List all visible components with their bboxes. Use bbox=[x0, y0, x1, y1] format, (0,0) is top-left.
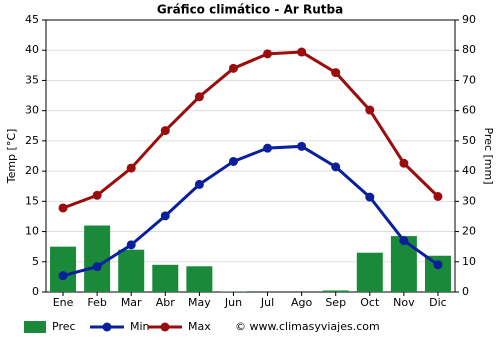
y2-axis-label: Prec [mm] bbox=[482, 127, 495, 184]
x-tick-label: Ago bbox=[291, 296, 313, 309]
legend-marker bbox=[160, 322, 170, 332]
line-marker bbox=[228, 63, 238, 73]
line-marker bbox=[92, 262, 102, 272]
line-marker bbox=[126, 240, 136, 250]
y2-tick-label: 50 bbox=[462, 134, 476, 147]
bar bbox=[152, 264, 179, 292]
x-tick-label: Feb bbox=[87, 296, 106, 309]
plot-frame bbox=[45, 19, 456, 293]
y2-tick-label: 60 bbox=[462, 104, 476, 117]
y2-tick-label: 80 bbox=[462, 43, 476, 56]
bar bbox=[84, 225, 111, 292]
line-marker bbox=[399, 236, 409, 246]
source: © www.climasyviajes.com bbox=[235, 320, 380, 333]
x-tick-label: Jul bbox=[260, 296, 274, 309]
line-marker bbox=[58, 203, 68, 213]
line-marker bbox=[297, 141, 307, 151]
line-marker bbox=[263, 49, 273, 59]
y2-tick-label: 40 bbox=[462, 164, 476, 177]
line-marker bbox=[194, 92, 204, 102]
line-marker bbox=[331, 68, 341, 78]
x-tick-label: May bbox=[188, 296, 211, 309]
y2-tick-label: 20 bbox=[462, 225, 476, 238]
line-marker bbox=[399, 158, 409, 168]
y-tick-label: 35 bbox=[25, 73, 39, 86]
y2-tick-label: 30 bbox=[462, 194, 476, 207]
y2-tick-label: 0 bbox=[462, 285, 469, 298]
y-tick-label: 30 bbox=[25, 104, 39, 117]
bar bbox=[118, 249, 145, 292]
line-marker bbox=[92, 190, 102, 200]
chart-title: Gráfico climático - Ar Rutba bbox=[157, 3, 343, 17]
y-tick-label: 45 bbox=[25, 13, 39, 26]
bar bbox=[322, 290, 349, 292]
y-axis-label: Temp [°C] bbox=[5, 129, 18, 185]
legend-label: Min bbox=[130, 320, 150, 333]
y-tick-label: 0 bbox=[32, 285, 39, 298]
bar bbox=[50, 246, 77, 292]
x-tick-label: Sep bbox=[325, 296, 346, 309]
line-marker bbox=[160, 211, 170, 221]
x-tick-label: Dic bbox=[429, 296, 447, 309]
y-tick-label: 15 bbox=[25, 194, 39, 207]
line-marker bbox=[297, 47, 307, 57]
line bbox=[62, 50, 440, 210]
line-marker bbox=[331, 162, 341, 172]
line-marker bbox=[433, 260, 443, 270]
x-tick-label: Jun bbox=[224, 296, 242, 309]
line-marker bbox=[228, 156, 238, 166]
y2-tick-label: 10 bbox=[462, 255, 476, 268]
line-marker bbox=[263, 143, 273, 153]
y-tick-label: 10 bbox=[25, 225, 39, 238]
y2-tick-label: 70 bbox=[462, 73, 476, 86]
legend-label: Max bbox=[188, 320, 211, 333]
legend-marker bbox=[102, 322, 112, 332]
y2-tick-label: 90 bbox=[462, 13, 476, 26]
line-marker bbox=[365, 105, 375, 115]
x-tick-label: Ene bbox=[53, 296, 74, 309]
line-marker bbox=[194, 179, 204, 189]
y-tick-label: 25 bbox=[25, 134, 39, 147]
line bbox=[62, 144, 439, 278]
line-marker bbox=[160, 126, 170, 136]
y-tick-label: 5 bbox=[32, 255, 39, 268]
bar bbox=[356, 252, 383, 292]
line-marker bbox=[126, 163, 136, 173]
y-tick-label: 20 bbox=[25, 164, 39, 177]
line-marker bbox=[433, 191, 443, 201]
x-tick-label: Nov bbox=[393, 296, 415, 309]
x-tick-label: Abr bbox=[156, 296, 176, 309]
legend-label: Prec bbox=[52, 320, 76, 333]
bar bbox=[186, 266, 213, 292]
y-tick-label: 40 bbox=[25, 43, 39, 56]
x-tick-label: Oct bbox=[360, 296, 380, 309]
x-tick-label: Mar bbox=[121, 296, 142, 309]
line-marker bbox=[365, 192, 375, 202]
line-marker bbox=[58, 271, 68, 281]
legend-swatch bbox=[24, 321, 46, 333]
